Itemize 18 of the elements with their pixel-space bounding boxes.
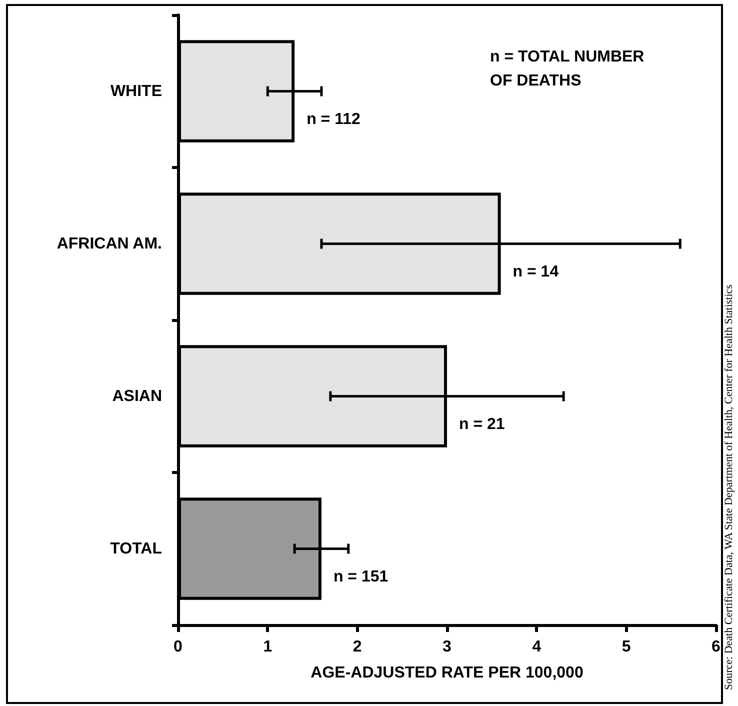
y-tick-label: WHITE <box>110 82 162 100</box>
x-axis-title: AGE-ADJUSTED RATE PER 100,000 <box>310 664 584 682</box>
x-tick-label: 5 <box>622 638 631 656</box>
x-tick-label: 1 <box>263 638 272 656</box>
x-tick-label: 3 <box>442 638 452 656</box>
x-tick-label: 2 <box>352 638 362 656</box>
annotation: n = 151 <box>333 568 388 586</box>
x-tick-label: 0 <box>174 638 183 656</box>
source-note: Source: Death Certificate Data, WA State Department of Health, Center for Health Statistics <box>723 284 735 690</box>
annotation: n = 14 <box>512 263 559 280</box>
y-tick-label: AFRICAN AM. <box>56 235 162 252</box>
y-tick-label: ASIAN <box>112 388 162 405</box>
x-tick-label: 6 <box>712 638 721 656</box>
annotation: n = 112 <box>306 110 360 128</box>
x-tick-label: 4 <box>532 638 542 656</box>
annotation: n = TOTAL NUMBER OF DEATHS <box>490 48 649 90</box>
annotation: n = 21 <box>459 416 505 433</box>
y-tick-label: TOTAL <box>110 540 162 558</box>
